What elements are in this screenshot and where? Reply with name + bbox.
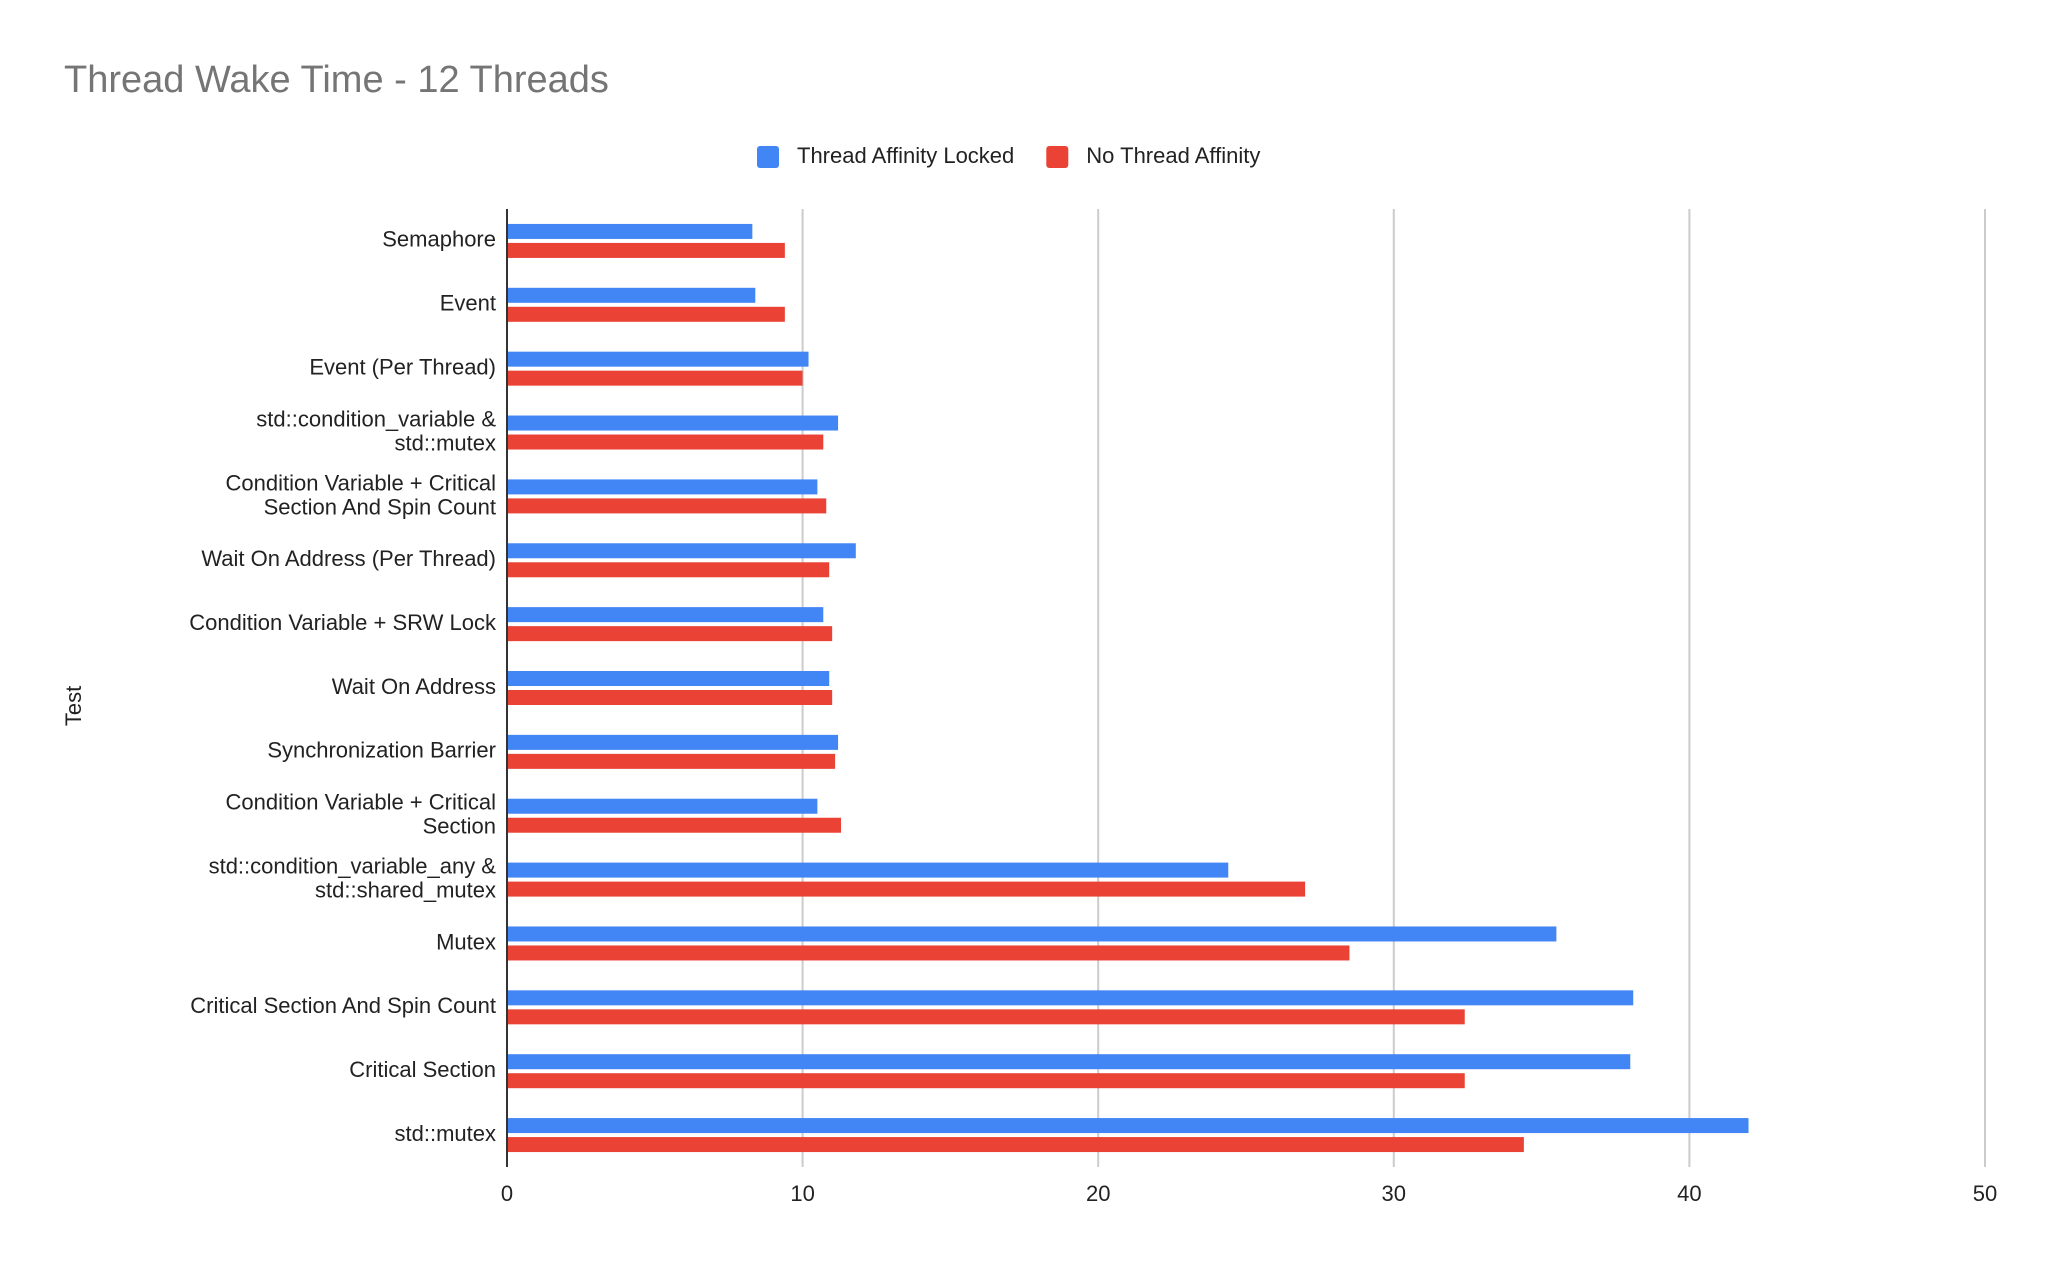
y-tick-label: Wait On Address (Per Thread) [201, 546, 496, 571]
x-tick-label: 20 [1086, 1181, 1110, 1206]
bar [507, 753, 836, 769]
y-tick-label: Synchronization Barrier [267, 738, 496, 763]
bar [507, 415, 839, 431]
bar [507, 990, 1634, 1006]
bar [507, 370, 803, 386]
y-axis-title: Test [61, 686, 86, 726]
x-tick-label: 50 [1973, 1181, 1997, 1206]
x-tick-label: 40 [1677, 1181, 1701, 1206]
legend-swatch [757, 146, 779, 168]
bar [507, 1054, 1631, 1070]
x-tick-label: 30 [1382, 1181, 1406, 1206]
x-tick-label: 10 [790, 1181, 814, 1206]
bar [507, 498, 827, 514]
bar [507, 862, 1229, 878]
y-tick-label: Mutex [436, 929, 496, 954]
bar [507, 1118, 1749, 1134]
bar [507, 1073, 1465, 1089]
bar [507, 734, 839, 750]
bar [507, 926, 1557, 942]
y-tick-label: Critical Section [349, 1057, 496, 1082]
chart-title: Thread Wake Time - 12 Threads [64, 59, 609, 101]
legend-label: Thread Affinity Locked [797, 143, 1014, 168]
bar [507, 306, 785, 322]
bar [507, 351, 809, 367]
bar [507, 626, 833, 642]
bar [507, 881, 1306, 897]
legend-swatch [1046, 146, 1069, 168]
y-tick-label: Event [440, 291, 496, 316]
y-tick-label: std::condition_variable & std::mutex [256, 406, 496, 455]
bar [507, 242, 785, 258]
bar [507, 817, 842, 833]
y-tick-label: Wait On Address [332, 674, 496, 699]
bar [507, 562, 830, 578]
bar [507, 607, 824, 623]
y-tick-label: Event (Per Thread) [309, 354, 496, 379]
x-tick-label: 0 [501, 1181, 513, 1206]
bar [507, 690, 833, 705]
y-tick-label: Critical Section And Spin Count [190, 993, 496, 1018]
y-tick-label: Condition Variable + Critical Section And… [226, 470, 496, 519]
y-tick-label: std::mutex [395, 1121, 496, 1146]
bar [507, 287, 756, 303]
bar [507, 434, 824, 450]
bar [507, 945, 1350, 961]
bar [507, 671, 830, 686]
legend-label: No Thread Affinity [1086, 143, 1260, 168]
bar [507, 479, 818, 495]
y-tick-label: std::condition_variable_any & std::shared… [209, 853, 497, 902]
bar [507, 1009, 1465, 1025]
y-tick-label: Condition Variable + Critical Section [226, 790, 496, 839]
bar [507, 1137, 1524, 1153]
y-tick-label: Condition Variable + SRW Lock [189, 610, 497, 635]
bar [507, 543, 856, 559]
bar [507, 223, 753, 239]
bar [507, 798, 818, 814]
y-tick-label: Semaphore [382, 227, 496, 252]
